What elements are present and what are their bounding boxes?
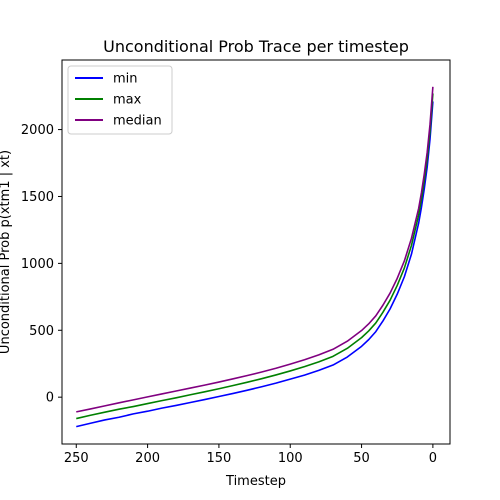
legend: min max median [67,65,173,135]
x-axis-label: Timestep [225,474,286,489]
legend-box [67,65,173,135]
legend-label-median: median [113,114,162,129]
series-line-max [76,93,434,420]
legend-label-max: max [113,93,142,108]
plot-frame [61,59,451,445]
series-line-min [76,101,434,428]
x-tick-label: 200 [135,451,160,466]
series-line-median [76,86,434,413]
y-tick-label: 500 [29,324,54,339]
plot-lines [76,86,434,428]
x-tick-label: 150 [206,451,231,466]
y-tick-label: 1000 [21,257,54,272]
x-tick-label: 100 [278,451,303,466]
chart-title: Unconditional Prob Trace per timestep [103,37,409,56]
x-tick-label: 50 [353,451,370,466]
legend-label-min: min [113,72,138,87]
x-tick-label: 0 [429,451,437,466]
y-axis-label: Unconditional Prob p(xtm1 | xt) [0,150,13,354]
y-tick-label: 0 [46,391,54,406]
y-tick-label: 2000 [21,123,54,138]
x-tick-label: 250 [64,451,89,466]
y-tick-label: 1500 [21,190,54,205]
